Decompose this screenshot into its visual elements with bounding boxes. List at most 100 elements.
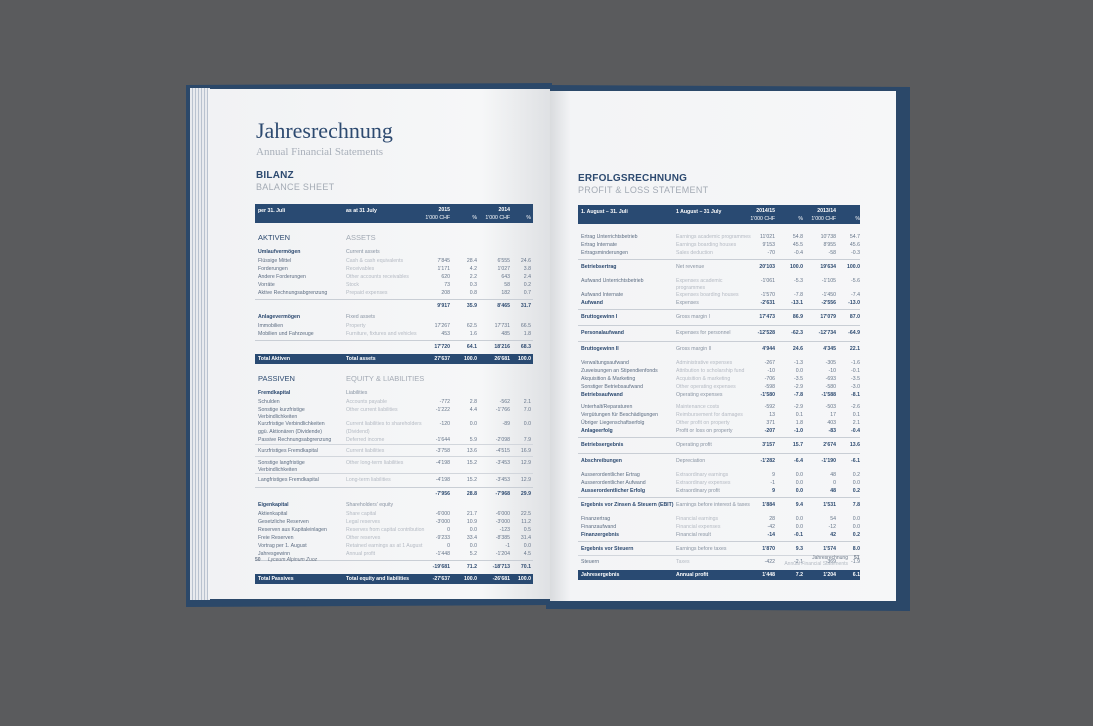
- cell-p1: 28.8: [466, 491, 477, 497]
- cell-p2: 7.9: [523, 437, 531, 443]
- empty-cell: [510, 428, 531, 429]
- row-label-en: Extraordinary profit: [676, 488, 720, 494]
- row-label-en: Retained earnings as at 1 August: [346, 543, 423, 549]
- row-label-en: Current assets: [346, 249, 380, 255]
- cell-p1: 100.0: [464, 576, 477, 582]
- footer-left: 50 Lyceum Alpinum Zuoz: [255, 557, 317, 563]
- row-label-de: Personalaufwand: [581, 330, 624, 336]
- cell-p1: 1.8: [795, 420, 803, 426]
- table-row: Ausserordentlicher Ertrag Extraordinary e…: [578, 471, 860, 479]
- empty-cell: [426, 248, 450, 249]
- cell-p2: 66.5: [520, 323, 531, 329]
- cell-p2: 0.0: [523, 421, 531, 427]
- cell-p1: 86.9: [792, 314, 803, 320]
- empty-cell: [510, 248, 531, 249]
- cell-v2: 4'345: [823, 346, 836, 352]
- cell-v2: -6'000: [495, 511, 510, 517]
- empty-cell: [477, 428, 510, 429]
- empty-cell: [258, 341, 346, 342]
- empty-cell: [510, 313, 531, 314]
- row-label-en: Other accounts receivables: [346, 274, 409, 280]
- cell-p2: 7.0: [523, 407, 531, 413]
- row-label-de: Forderungen: [258, 266, 288, 272]
- cell-p1: 1.6: [469, 331, 477, 337]
- cell-v1: 17'473: [759, 314, 775, 320]
- cell-v1: -207: [764, 428, 775, 434]
- header-c2: as at 31 July: [346, 208, 377, 214]
- cell-v1: 620: [441, 274, 450, 280]
- cell-v1: -598: [764, 384, 775, 390]
- row-label-en: Other current liabilities: [346, 407, 398, 413]
- cell-p2: 22.5: [520, 511, 531, 517]
- row-label-en: Deferred income: [346, 437, 385, 443]
- cell-v1: -1: [770, 480, 775, 486]
- cell-p1: 5.2: [469, 551, 477, 557]
- row-label-en: Financial result: [676, 532, 711, 538]
- cell-v1: -70: [767, 250, 776, 256]
- cell-v2: -1: [505, 543, 510, 549]
- cell-p2: 100.0: [518, 576, 531, 582]
- cell-p2: 0.0: [852, 480, 860, 486]
- row-label-de: Jahresergebnis: [581, 572, 620, 578]
- cell-v2: 8'465: [497, 303, 510, 309]
- cell-p1: -1.0: [794, 428, 803, 434]
- row-label-en: Gross margin I: [676, 314, 711, 320]
- total-row: Total Passives Total equity and liabiliti…: [255, 574, 533, 584]
- right-page: [550, 91, 896, 601]
- row-label-de: Jahresgewinn: [258, 551, 291, 557]
- cell-v1: -3'758: [435, 448, 450, 454]
- row-label-de: Verwaltungsaufwand: [581, 360, 629, 366]
- empty-cell: [450, 371, 477, 372]
- table-row: Umlaufvermögen Current assets: [255, 248, 533, 257]
- cell-v2: -26'681: [492, 576, 510, 582]
- cell-p1: 0.0: [795, 524, 803, 530]
- row-label-de: Bruttogewinn I: [581, 314, 618, 320]
- header-y1: 2015: [438, 207, 450, 213]
- empty-cell: [477, 501, 510, 502]
- table-row: 9'917 35.9 8'465 31.7: [255, 299, 533, 310]
- cell-v2: 8'955: [823, 242, 836, 248]
- cell-p1: -7.8: [794, 292, 803, 298]
- table-row: Ertrag Internate Earnings boarding houses…: [578, 241, 860, 249]
- cell-p2: -13.0: [848, 300, 860, 306]
- cell-v2: -2'098: [495, 437, 510, 443]
- cell-v1: 4'944: [762, 346, 775, 352]
- page-edges: [190, 88, 210, 600]
- cell-p2: 0.0: [523, 543, 531, 549]
- row-label-de: Vorräte: [258, 282, 275, 288]
- cell-v2: -503: [825, 404, 836, 410]
- cell-p1: 9.3: [795, 546, 803, 552]
- cell-p2: 1.8: [523, 331, 531, 337]
- table-row: Vorräte Stock 73 0.3 58 0.2: [255, 281, 533, 289]
- table-row: Fremdkapital Liabilities: [255, 389, 533, 398]
- row-label-en: Maintenance costs: [676, 404, 720, 410]
- cell-v2: 42: [830, 532, 836, 538]
- cell-v1: 13: [769, 412, 775, 418]
- table-row: Aktive Rechnungsabgrenzung Prepaid expens…: [255, 289, 533, 297]
- cell-p1: -6.4: [794, 458, 803, 464]
- empty-cell: [346, 300, 426, 301]
- empty-cell: [477, 371, 510, 372]
- row-label-en: Other profit on property: [676, 420, 730, 426]
- cell-p2: 8.0: [852, 546, 860, 552]
- empty-cell: [426, 230, 450, 231]
- row-label-en: Other long-term liabilities: [346, 460, 404, 466]
- cell-v1: 9'153: [762, 242, 775, 248]
- cell-p1: 5.9: [469, 437, 477, 443]
- row-label-de: Passive Rechnungsabgrenzung: [258, 437, 332, 443]
- row-label-de: Aufwand Unterrichtsbetrieb: [581, 278, 644, 284]
- header-pct2: %: [855, 216, 860, 222]
- cell-v2: -3'453: [495, 460, 510, 466]
- table-row: Abschreibungen Depreciation -1'282 -6.4 -1'1…: [578, 453, 860, 467]
- table-row: Aufwand Expenses -2'631 -13.1 -2'556 -13.0: [578, 299, 860, 307]
- cell-p1: 0.0: [469, 421, 477, 427]
- cell-v2: -1'105: [821, 278, 836, 284]
- cell-p1: 15.2: [466, 460, 477, 466]
- cell-p2: 45.6: [849, 242, 860, 248]
- cell-p1: 13.6: [466, 448, 477, 454]
- cell-v1: 20'103: [759, 264, 775, 270]
- cell-p1: 4.2: [469, 266, 477, 272]
- row-label-de: Aktive Rechnungsabgrenzung: [258, 290, 328, 296]
- row-label-en: Operating expenses: [676, 392, 723, 398]
- cell-v1: -9'233: [435, 535, 450, 541]
